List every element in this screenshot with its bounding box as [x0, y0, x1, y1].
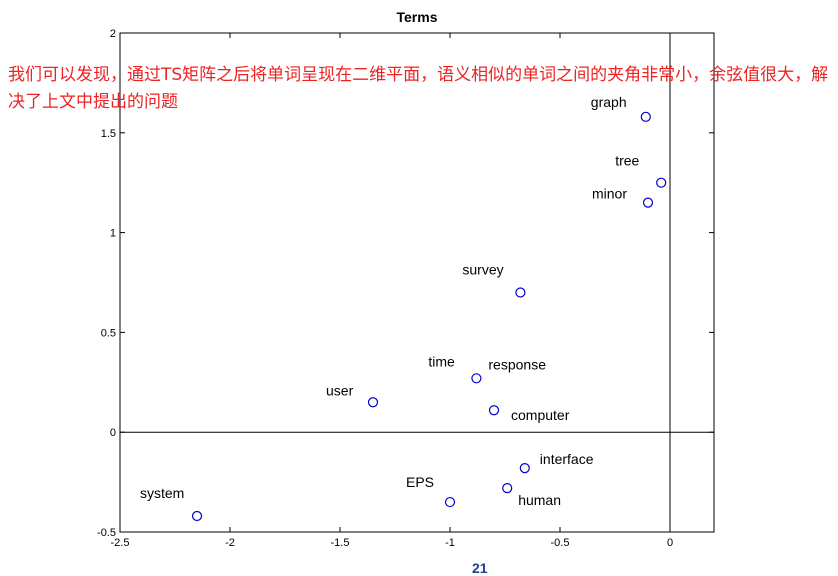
y-tick-label: 0.5 — [101, 327, 116, 339]
data-points: graph tree minor survey time response user comp… — [140, 94, 667, 522]
plot-frame — [119, 32, 715, 533]
point-label: survey — [462, 261, 503, 277]
point-marker — [515, 287, 526, 298]
point-label: interface — [540, 451, 594, 467]
point-marker — [656, 177, 667, 188]
chart-title: Terms — [397, 9, 438, 25]
x-tick-label: -2.5 — [111, 537, 130, 549]
y-tick-label: 2 — [110, 28, 116, 40]
point-marker — [640, 111, 651, 122]
point-label: system — [140, 485, 184, 501]
point-marker — [642, 197, 654, 208]
point-marker — [444, 496, 456, 508]
reference-lines — [120, 33, 714, 532]
x-tick-label: 0 — [667, 537, 673, 549]
point-marker — [471, 373, 482, 384]
y-tick-label: -0.5 — [97, 527, 116, 539]
point-marker — [519, 463, 530, 474]
y-tick-label: 0 — [110, 427, 116, 439]
point-label: graph — [591, 94, 627, 110]
point-label: EPS — [406, 474, 434, 490]
page-number: 21 — [472, 560, 488, 576]
point-label: minor — [592, 186, 627, 202]
x-tick-label: -1 — [445, 537, 455, 549]
axis-ticks: -2.5 -2 -1.5 -1 -0.5 0 -0.5 0 0.5 1 1.5 2 — [97, 28, 714, 549]
point-marker — [488, 405, 500, 416]
point-label: human — [518, 492, 561, 508]
annotation-text: 我们可以发现，通过TS矩阵之后将单词呈现在二维平面，语义相似的单词之间的夹角非常… — [8, 65, 829, 112]
y-tick-label: 1.5 — [101, 128, 116, 140]
point-label: computer — [511, 407, 570, 423]
point-marker — [191, 510, 203, 522]
point-marker — [367, 397, 379, 408]
point-label: response — [488, 356, 546, 372]
point-label: tree — [615, 153, 639, 169]
point-label: user — [326, 382, 354, 398]
x-tick-label: -2 — [225, 537, 235, 549]
y-tick-label: 1 — [110, 228, 116, 240]
point-marker — [502, 482, 513, 494]
point-label: time — [428, 353, 455, 369]
x-tick-label: -1.5 — [331, 537, 350, 549]
x-tick-label: -0.5 — [551, 537, 570, 549]
